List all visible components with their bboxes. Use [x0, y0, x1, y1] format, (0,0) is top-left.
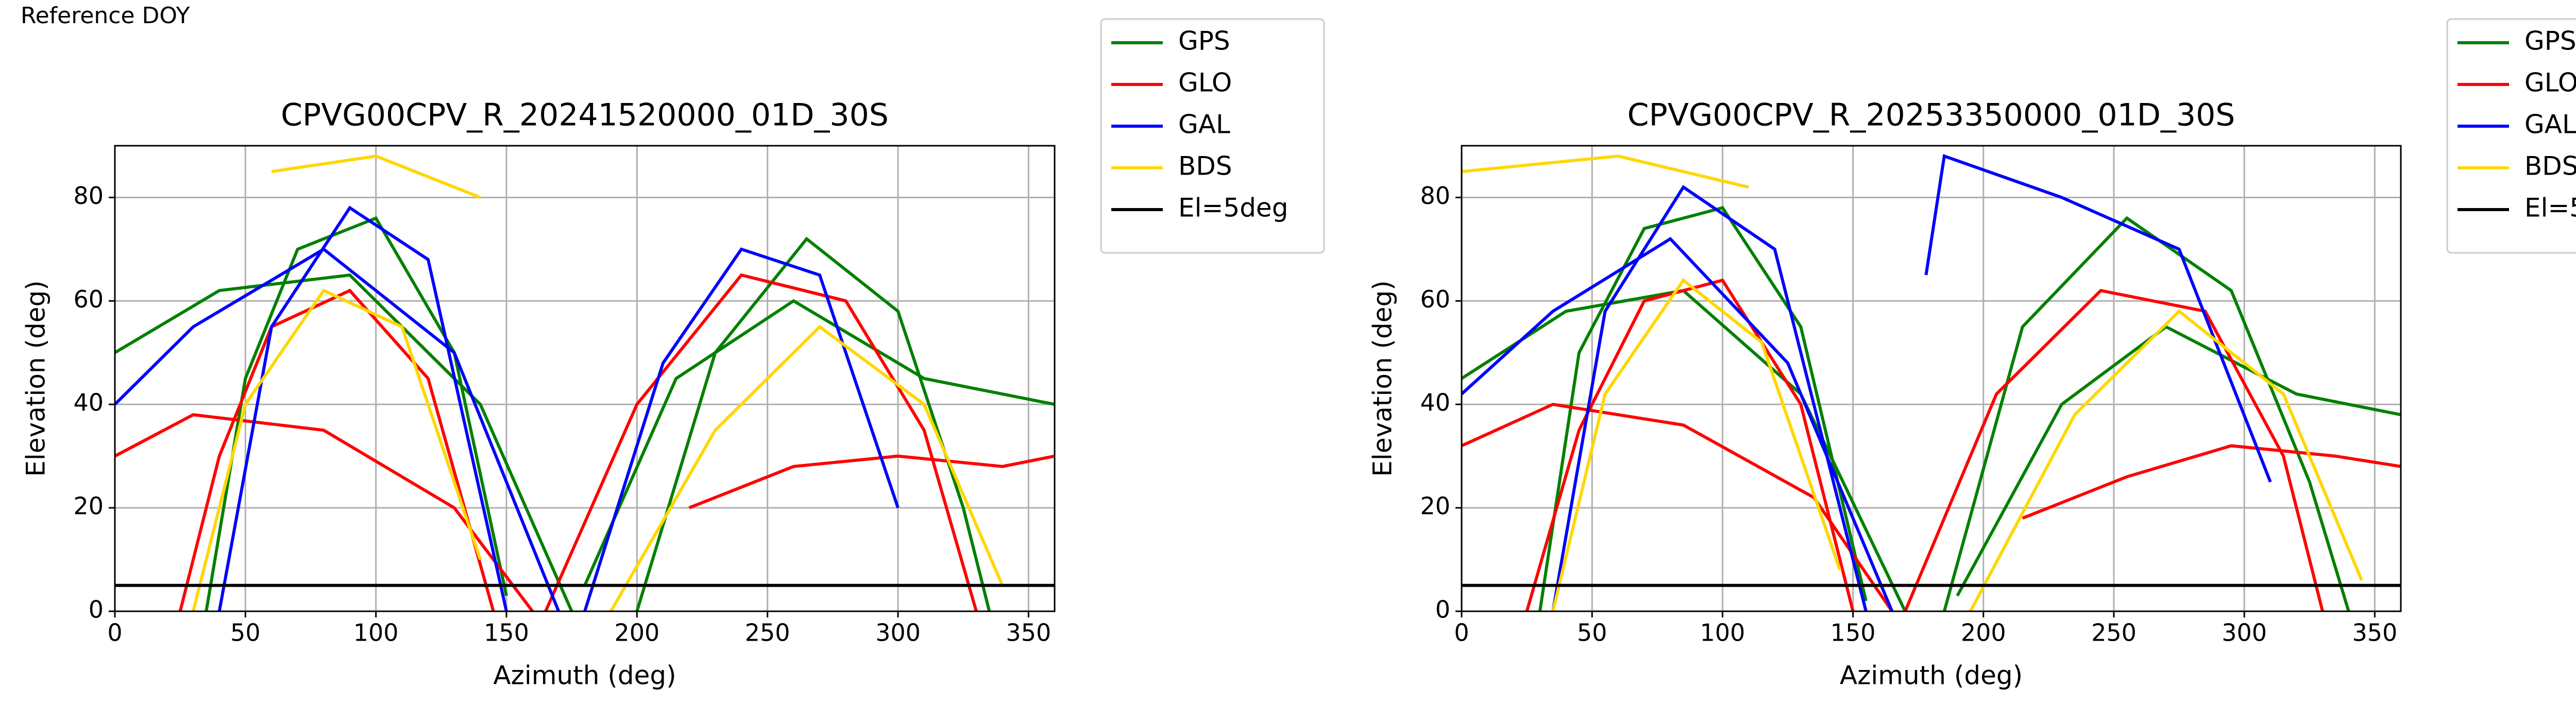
x-tick-label: 200 — [614, 619, 659, 647]
y-tick-label: 60 — [1420, 285, 1450, 313]
series-line — [1462, 154, 2272, 611]
legend-label: GAL — [2524, 110, 2576, 140]
x-tick-label: 150 — [1831, 619, 1876, 647]
series-line — [115, 216, 1055, 611]
y-tick-label: 0 — [89, 596, 104, 624]
series-line — [192, 154, 1004, 611]
x-tick-label: 0 — [107, 619, 122, 647]
y-tick-label: 20 — [73, 492, 104, 520]
legend-box — [1100, 18, 1325, 254]
y-tick-label: 20 — [1420, 492, 1450, 520]
series-line — [1462, 278, 2401, 611]
series-line — [1462, 206, 2401, 611]
chart-title: CPVG00CPV_R_20253350000_01D_30S — [1628, 97, 2235, 133]
plot-frame — [114, 145, 1056, 612]
legend-label: El=5deg — [2524, 193, 2576, 223]
x-tick-label: 50 — [1577, 619, 1607, 647]
chart-title: CPVG00CPV_R_20241520000_01D_30S — [281, 97, 889, 133]
x-tick-label: 250 — [2091, 619, 2137, 647]
x-axis-label: Azimuth (deg) — [493, 661, 676, 691]
y-tick-label: 80 — [1420, 182, 1450, 210]
x-tick-label: 350 — [1006, 619, 1051, 647]
x-tick-label: 250 — [745, 619, 790, 647]
x-tick-label: 50 — [230, 619, 261, 647]
legend-label: GAL — [1178, 110, 1230, 140]
legend-box — [2446, 18, 2576, 254]
y-axis-label: Elevation (deg) — [21, 280, 51, 476]
series-line — [115, 205, 900, 611]
legend-label: BDS — [2524, 151, 2576, 181]
x-tick-label: 100 — [353, 619, 399, 647]
legend-label: GPS — [2524, 26, 2576, 56]
y-tick-label: 80 — [73, 182, 104, 210]
x-tick-label: 0 — [1454, 619, 1469, 647]
y-tick-label: 40 — [73, 389, 104, 417]
x-tick-label: 300 — [2222, 619, 2267, 647]
legend-label: El=5deg — [1178, 193, 1288, 223]
x-axis-label: Azimuth (deg) — [1840, 661, 2023, 691]
x-tick-label: 200 — [1961, 619, 2006, 647]
page-label: Reference DOY — [21, 3, 190, 29]
plot-frame — [1461, 145, 2402, 612]
legend-label: GLO — [1178, 68, 1232, 98]
legend-label: BDS — [1178, 151, 1232, 181]
legend-label: GPS — [1178, 26, 1230, 56]
y-tick-label: 60 — [73, 285, 104, 313]
series-line — [1462, 154, 2363, 611]
y-axis-label: Elevation (deg) — [1368, 280, 1398, 476]
x-tick-label: 150 — [484, 619, 529, 647]
y-tick-label: 0 — [1435, 596, 1450, 624]
legend-label: GLO — [2524, 68, 2576, 98]
y-tick-label: 40 — [1420, 389, 1450, 417]
x-tick-label: 100 — [1700, 619, 1745, 647]
x-tick-label: 350 — [2352, 619, 2397, 647]
x-tick-label: 300 — [875, 619, 921, 647]
series-line — [115, 273, 1055, 611]
